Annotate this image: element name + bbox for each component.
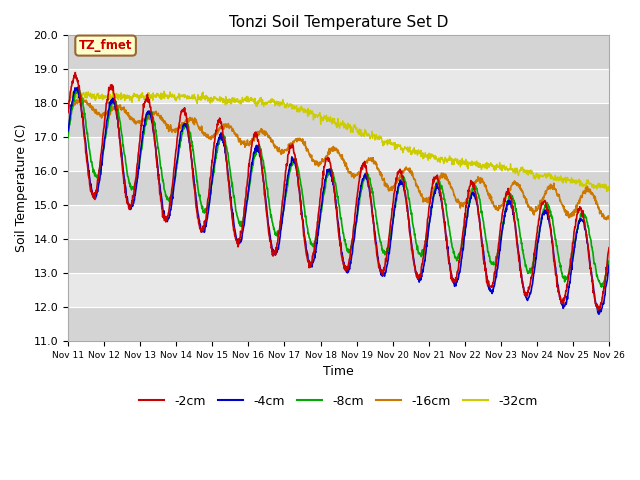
Bar <box>68 307 609 341</box>
Bar <box>68 205 609 239</box>
Bar <box>68 137 609 171</box>
Bar <box>68 36 609 69</box>
Bar <box>68 103 609 137</box>
X-axis label: Time: Time <box>323 365 354 378</box>
Bar <box>68 239 609 273</box>
Bar <box>68 273 609 307</box>
Legend: -2cm, -4cm, -8cm, -16cm, -32cm: -2cm, -4cm, -8cm, -16cm, -32cm <box>134 390 543 413</box>
Bar <box>68 171 609 205</box>
Y-axis label: Soil Temperature (C): Soil Temperature (C) <box>15 124 28 252</box>
Text: TZ_fmet: TZ_fmet <box>79 39 132 52</box>
Bar <box>68 69 609 103</box>
Title: Tonzi Soil Temperature Set D: Tonzi Soil Temperature Set D <box>229 15 448 30</box>
